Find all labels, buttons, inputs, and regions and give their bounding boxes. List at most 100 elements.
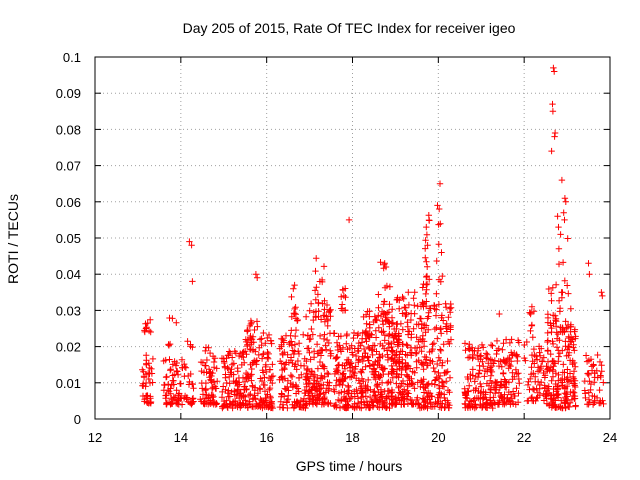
data-point [424,393,432,400]
data-point [327,400,334,407]
data-point [582,394,589,402]
data-point [327,350,335,357]
data-point [374,357,381,365]
data-point [351,345,358,352]
data-point [375,324,382,331]
data-point [502,336,510,343]
data-point [413,344,421,351]
data-point [558,382,566,389]
data-point [145,369,152,377]
data-point [465,345,472,352]
data-point [563,396,570,404]
data-point [500,381,508,388]
data-point [447,304,455,311]
data-point [249,359,256,367]
data-point [544,347,551,355]
data-point [405,289,412,296]
data-point [198,367,205,375]
data-point [288,342,296,349]
data-point [358,389,365,397]
data-point [228,366,235,373]
data-point [528,364,535,371]
data-point [379,342,386,349]
data-point [293,398,301,405]
data-point [555,371,562,379]
data-point [252,271,260,278]
data-point [490,394,497,401]
data-point [325,370,332,378]
data-point [380,311,387,318]
data-point [472,385,480,392]
grid-lines [95,57,610,419]
data-point [355,339,362,347]
y-tick-label: 0.06 [56,195,81,210]
data-point [480,363,487,370]
data-point [404,342,411,349]
data-point [229,354,236,361]
data-point [257,386,264,393]
data-point [268,340,275,347]
data-point [436,385,443,392]
data-point [506,354,513,362]
data-point [161,381,168,389]
data-point [260,329,267,337]
data-point [203,356,211,364]
data-point [225,351,232,359]
data-point [251,326,258,334]
data-point [264,349,271,356]
data-point [366,393,374,401]
data-point [323,301,331,309]
data-point [269,379,276,387]
data-point [549,373,557,380]
data-point [399,326,406,333]
data-point [211,355,219,362]
data-point [441,369,448,377]
data-point [319,278,326,286]
data-point [565,343,572,351]
data-point [263,368,270,376]
data-point [493,347,501,354]
data-point [176,380,184,387]
data-point [343,340,350,347]
data-point [540,354,547,361]
data-point [139,366,146,373]
data-point [381,403,388,410]
data-point [309,331,316,338]
data-point [483,355,490,362]
data-point [443,378,450,385]
data-point [570,375,578,382]
data-point [514,399,522,406]
data-point [248,336,256,343]
data-point [331,330,338,337]
data-point [483,396,490,403]
data-point [208,385,216,392]
data-point [536,381,543,389]
data-point [447,322,454,329]
data-point [554,390,561,398]
data-point [234,364,241,372]
data-point [279,350,286,357]
data-point [316,332,324,340]
data-point [433,324,440,331]
data-point [249,396,256,403]
data-point [319,347,326,354]
data-point [544,319,552,326]
data-point [260,350,267,357]
data-point [244,404,252,411]
data-point [383,282,391,290]
data-point [548,147,555,155]
data-point [526,309,533,316]
data-point [165,399,173,406]
data-point [550,320,557,327]
data-point [380,321,387,328]
data-point [371,313,378,320]
data-point [169,400,176,407]
data-point [358,404,365,412]
data-point [565,403,572,410]
data-point [295,340,303,347]
data-point [359,329,366,336]
data-point [414,394,421,401]
data-point [376,361,383,369]
data-point [566,399,574,407]
data-point [291,281,298,289]
